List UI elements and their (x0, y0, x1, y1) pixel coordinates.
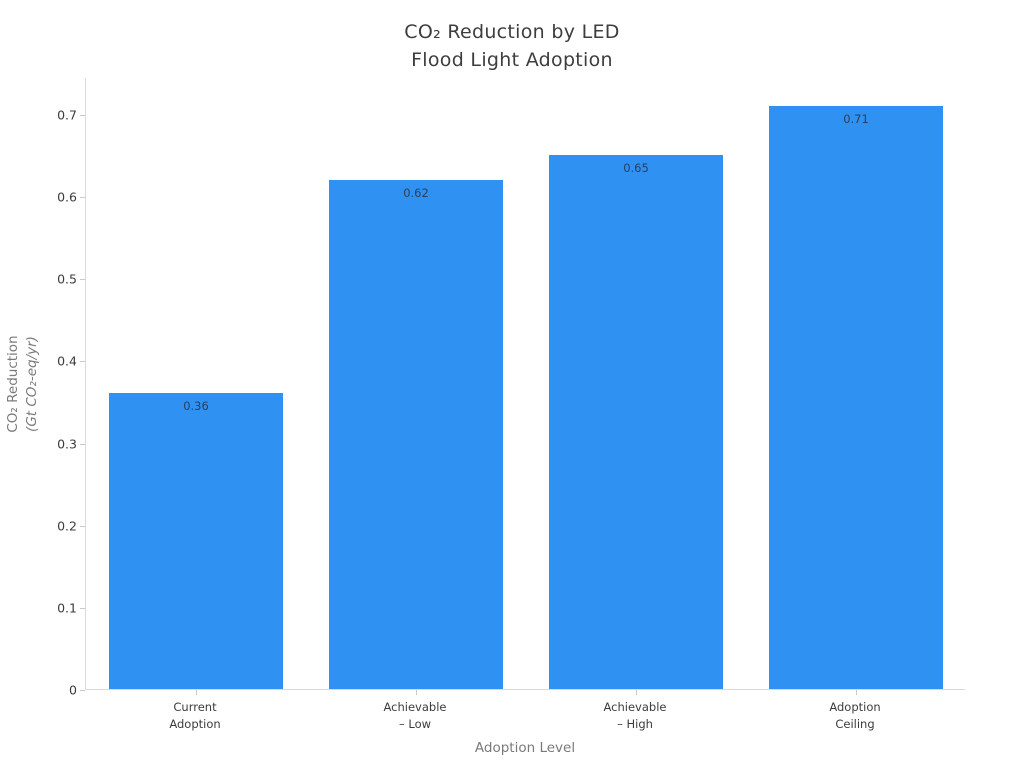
x-tick-label-1: Current Adoption (169, 700, 221, 731)
y-tick-label-6: 0.6 (57, 189, 77, 205)
y-tick-mark-6 (80, 197, 85, 198)
bar-3: 0.65 (549, 155, 723, 689)
y-tick-mark-1 (80, 608, 85, 609)
y-tick-label-0: 0 (69, 682, 77, 698)
x-tick-label-4: Adoption Ceiling (829, 700, 881, 731)
y-tick-mark-5 (80, 279, 85, 280)
bar-value-label-1: 0.36 (183, 399, 209, 413)
y-tick-mark-3 (80, 444, 85, 445)
plot-area: 0.36 0.62 0.65 0.71 (80, 78, 965, 695)
x-axis-title: Adoption Level (474, 740, 576, 756)
y-tick-label-3: 0.3 (57, 436, 77, 452)
bar-value-label-2: 0.62 (403, 186, 429, 200)
y-axis-title-text: CO₂ Reduction (5, 335, 21, 433)
y-tick-label-7: 0.7 (57, 107, 77, 123)
chart-title-line-1: CO₂ Reduction by LED (404, 21, 620, 43)
x-tick-mark-1 (196, 690, 197, 695)
bar-value-label-4: 0.71 (843, 112, 869, 126)
x-tick-mark-2 (416, 690, 417, 695)
y-axis-unit-text: (Gt CO₂-eq/yr) (24, 336, 40, 432)
chart-title-line-2: Flood Light Adoption (411, 49, 613, 71)
y-tick-mark-4 (80, 361, 85, 362)
y-tick-mark-2 (80, 526, 85, 527)
bar-4: 0.71 (769, 106, 943, 689)
chart-title: CO₂ Reduction by LED Flood Light Adoptio… (0, 18, 1024, 74)
y-tick-mark-0 (80, 690, 85, 691)
x-tick-mark-3 (636, 690, 637, 695)
y-tick-label-1: 0.1 (57, 600, 77, 616)
y-tick-label-5: 0.5 (57, 271, 77, 287)
y-tick-label-4: 0.4 (57, 353, 77, 369)
bar-1: 0.36 (109, 393, 283, 689)
x-tick-mark-4 (856, 690, 857, 695)
x-tick-label-2: Achievable – Low (383, 700, 447, 731)
y-tick-label-2: 0.2 (57, 518, 77, 534)
bar-value-label-3: 0.65 (623, 161, 649, 175)
x-tick-label-3: Achievable – High (603, 700, 667, 731)
y-tick-mark-7 (80, 115, 85, 116)
bar-2: 0.62 (329, 180, 503, 689)
